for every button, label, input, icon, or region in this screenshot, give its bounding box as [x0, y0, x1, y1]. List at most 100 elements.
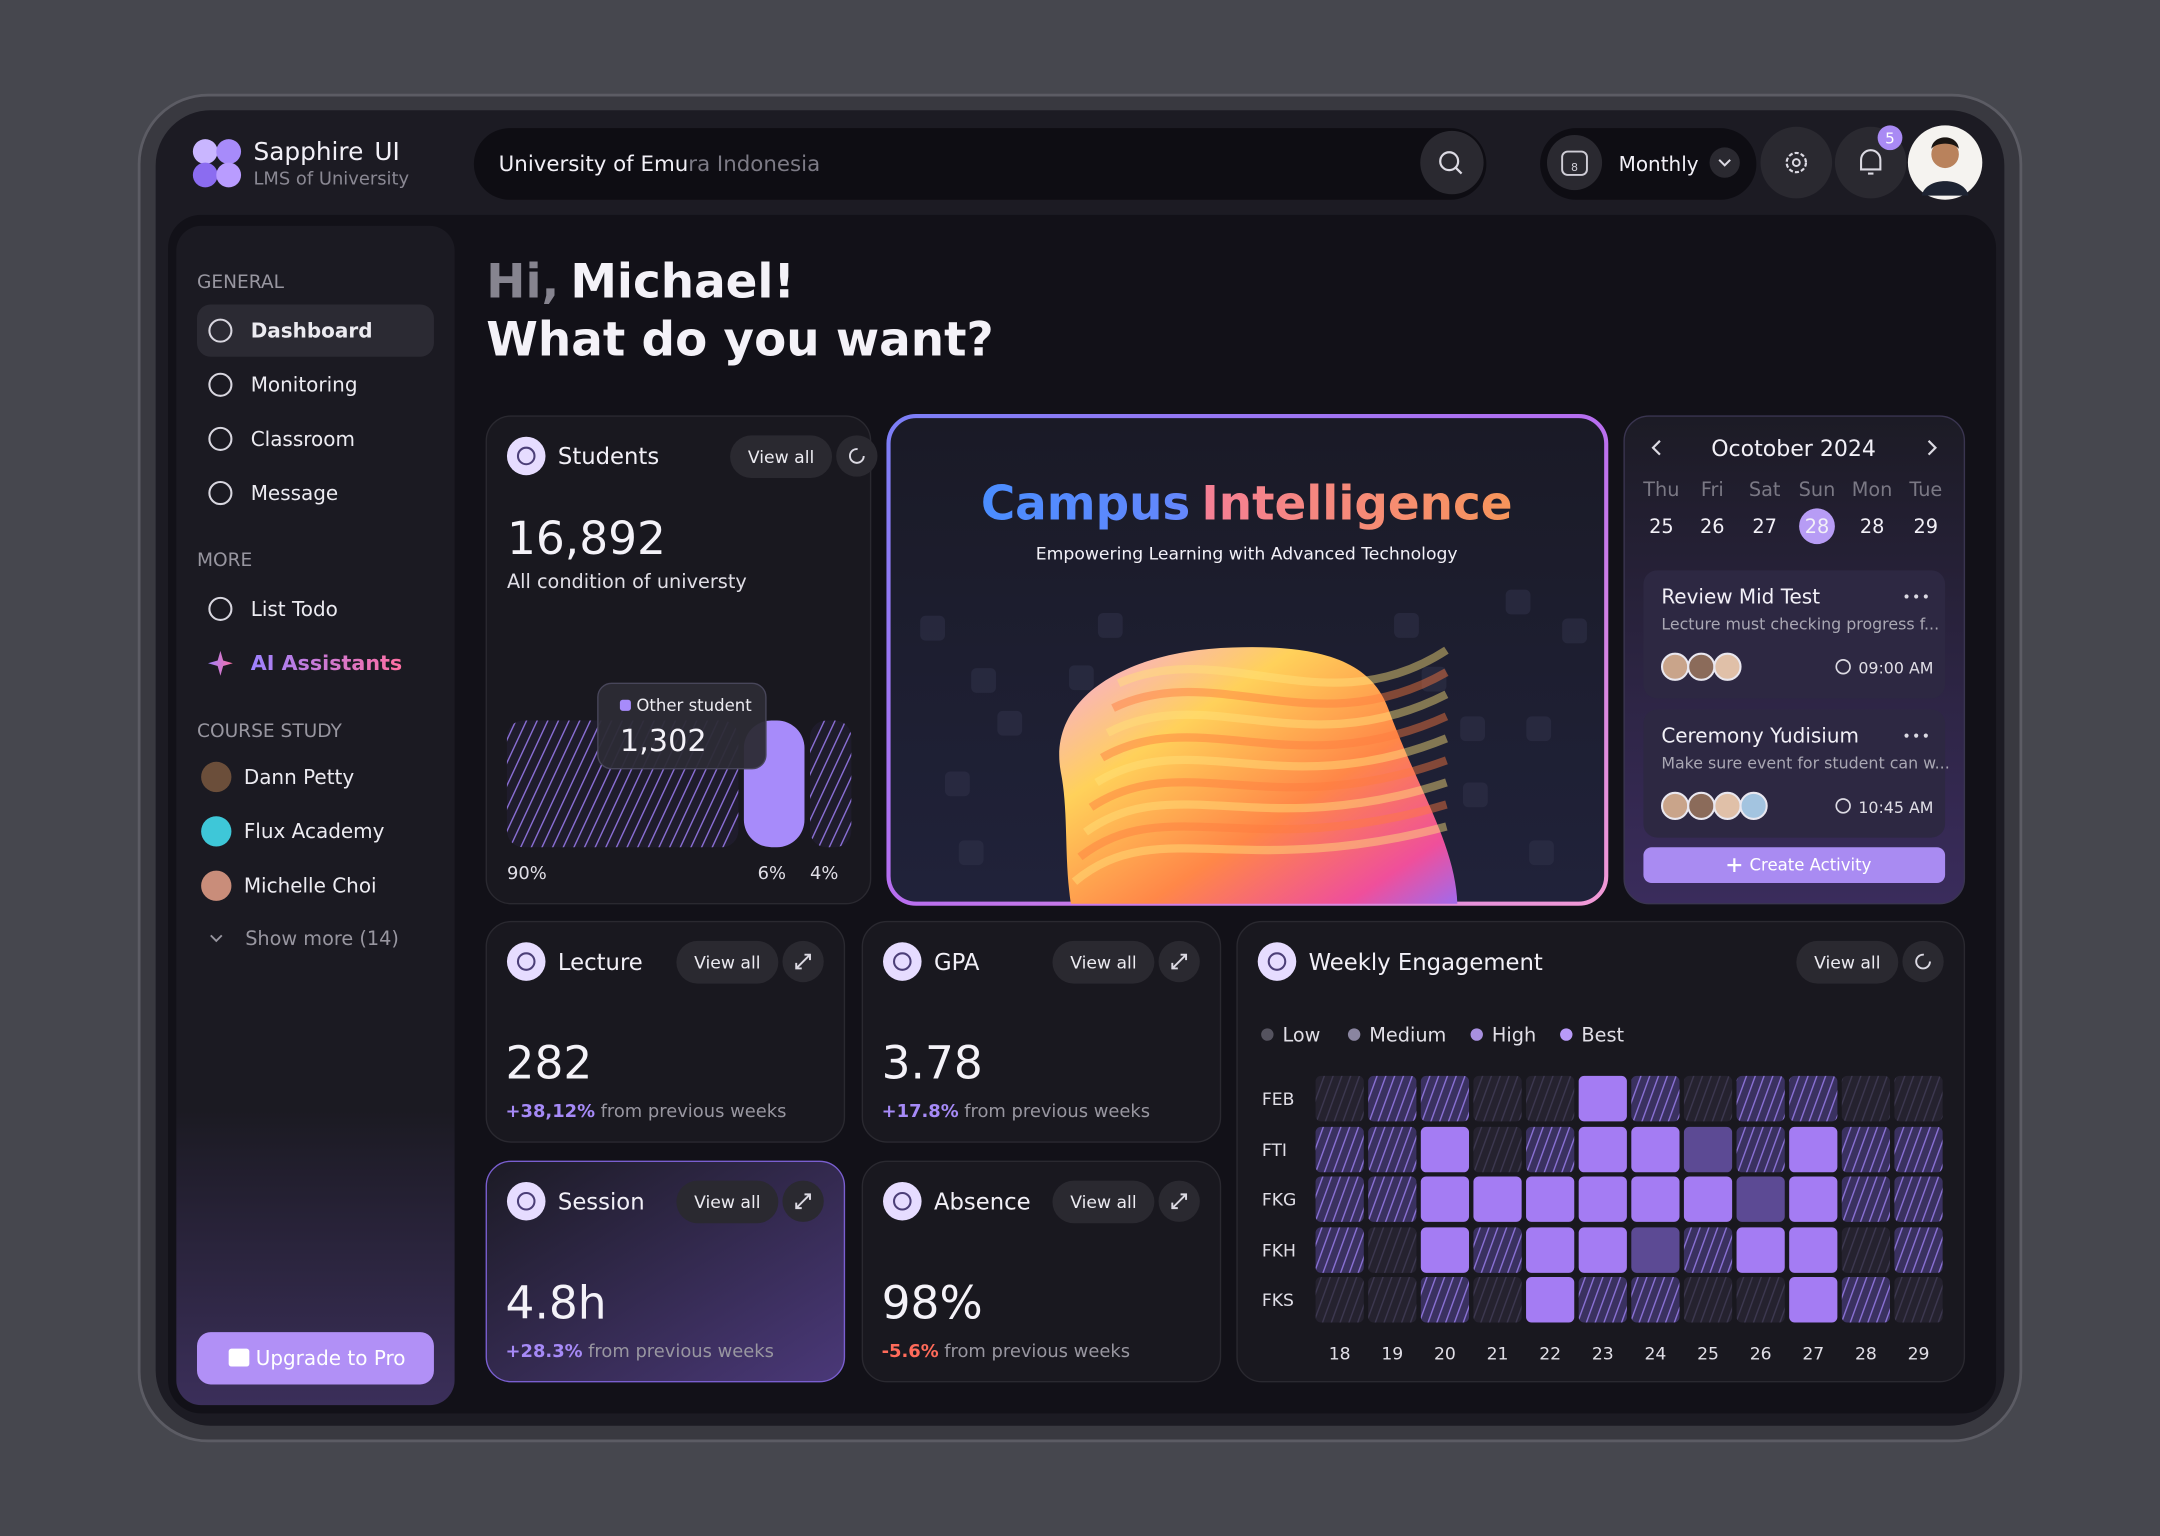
hero-tile	[971, 668, 996, 693]
view-all-label: View all	[1070, 1193, 1136, 1213]
hero-blob	[1059, 647, 1458, 904]
calendar-next[interactable]	[1927, 440, 1938, 456]
brand-subtitle: LMS of University	[253, 169, 409, 190]
card-icon	[1257, 942, 1297, 981]
calendar-day[interactable]: 28	[1799, 508, 1835, 545]
view-all-button[interactable]: View all	[676, 940, 779, 984]
event-menu-dot	[1923, 733, 1928, 738]
heatmap-cell	[1315, 1176, 1364, 1222]
card-title: Session	[558, 1190, 645, 1216]
nav-item[interactable]: Michelle Choi	[201, 870, 377, 901]
calendar-date: 28	[1805, 515, 1830, 538]
view-all-label: View all	[694, 1193, 760, 1213]
calendar-weekday: Thu	[1642, 478, 1679, 501]
calendar-day[interactable]: 25	[1649, 515, 1674, 538]
period-label: Monthly	[1619, 152, 1699, 176]
create-activity-bg	[1643, 847, 1946, 884]
show-more[interactable]: Show more (14)	[210, 927, 399, 950]
view-all-button[interactable]: View all	[1052, 1180, 1155, 1224]
legend-dot	[1560, 1028, 1573, 1041]
view-all-button[interactable]: View all	[1796, 940, 1899, 984]
calendar-day[interactable]: 26	[1700, 515, 1725, 538]
create-activity-button[interactable]: Create Activity	[1643, 847, 1946, 884]
legend-dot	[1470, 1028, 1483, 1041]
nav-item[interactable]: Flux Academy	[201, 816, 385, 847]
nav-item[interactable]: Monitoring	[208, 373, 358, 397]
avatar-face	[1931, 140, 1959, 169]
nav-icon	[208, 480, 233, 506]
heatmap-cell	[1736, 1227, 1785, 1273]
event-avatar	[1660, 791, 1690, 821]
upgrade-bg	[196, 1332, 434, 1385]
refresh-glyph	[848, 448, 865, 464]
column-label: 26	[1750, 1345, 1772, 1365]
segment-bar	[810, 720, 852, 848]
view-all-button[interactable]: View all	[1052, 940, 1155, 984]
nav-item[interactable]: List Todo	[208, 597, 338, 621]
stat-note: from previous weeks	[964, 1101, 1150, 1122]
expand-glyph	[1171, 1193, 1188, 1210]
card-icon	[883, 1181, 922, 1221]
calendar-day[interactable]: 28	[1860, 515, 1885, 538]
view-all-label: View all	[694, 953, 760, 973]
upgrade-button[interactable]: Upgrade to Pro	[196, 1332, 434, 1385]
refresh-button[interactable]	[836, 435, 878, 477]
heatmap-cell	[1789, 1227, 1838, 1273]
search-button[interactable]	[1420, 130, 1484, 195]
calendar-weekday: Tue	[1908, 478, 1942, 501]
heatmap-cell	[1841, 1277, 1890, 1323]
show-more-label: Show more (14)	[245, 927, 399, 950]
calendar-selected	[1799, 508, 1835, 545]
nav-active-bg	[196, 304, 434, 357]
students-caption: All condition of universty	[507, 570, 747, 593]
heatmap-cell	[1841, 1227, 1890, 1273]
stat-change: +38,12%	[506, 1101, 596, 1122]
brand: Sapphire UI	[253, 137, 399, 166]
stat-note: from previous weeks	[588, 1341, 774, 1362]
search-icon	[1439, 151, 1460, 172]
view-all-button[interactable]: View all	[730, 435, 833, 479]
row-label: FKH	[1262, 1241, 1296, 1261]
column-label: 24	[1644, 1345, 1666, 1365]
hero-tile	[958, 840, 984, 866]
heatmap-cell	[1368, 1176, 1417, 1222]
expand-glyph	[1171, 953, 1188, 970]
view-all-button[interactable]: View all	[676, 1180, 779, 1224]
event-time: 09:00 AM	[1858, 659, 1933, 678]
heatmap-cell	[1683, 1176, 1733, 1222]
nav-item[interactable]: Classroom	[208, 427, 355, 451]
legend-label: Medium	[1369, 1023, 1446, 1046]
legend-dot	[1261, 1028, 1274, 1041]
row-label: FKS	[1262, 1291, 1294, 1311]
heatmap-cell	[1368, 1075, 1417, 1122]
event-card[interactable]: Review Mid Test Lecture must checking pro…	[1643, 570, 1946, 699]
search-text: University of Emura Indonesia	[499, 152, 820, 177]
heatmap-cell	[1789, 1277, 1838, 1323]
heatmap-cell	[1631, 1227, 1680, 1273]
calendar-prev[interactable]	[1651, 440, 1661, 456]
event-avatar	[1687, 791, 1716, 821]
search-box[interactable]	[473, 128, 1487, 200]
card-icon	[506, 1181, 546, 1221]
heatmap-cell	[1473, 1227, 1522, 1273]
calendar-day[interactable]: 29	[1914, 515, 1939, 538]
view-all-bg	[730, 435, 833, 479]
heatmap-cell	[1789, 1126, 1838, 1173]
settings-button[interactable]	[1760, 126, 1833, 199]
view-all-label: View all	[748, 448, 814, 468]
nav-item[interactable]: Dashboard	[196, 304, 434, 357]
column-label: 21	[1487, 1345, 1509, 1365]
heatmap-cell	[1894, 1126, 1943, 1173]
calendar-day[interactable]: 27	[1752, 515, 1777, 538]
nav-item[interactable]: AI Assistants	[208, 650, 402, 676]
refresh-button[interactable]	[1902, 940, 1944, 983]
hero-tile	[1068, 665, 1094, 691]
nav-item[interactable]: Dann Petty	[201, 761, 354, 793]
hero-title-1: Campus	[981, 477, 1191, 531]
nav-item[interactable]: Message	[208, 480, 338, 506]
event-card[interactable]: Ceremony Yudisium Make sure event for stu…	[1643, 709, 1950, 838]
brand-suffix: UI	[374, 137, 399, 166]
heatmap-cell	[1473, 1126, 1522, 1173]
tooltip-value: 1,302	[620, 724, 707, 759]
